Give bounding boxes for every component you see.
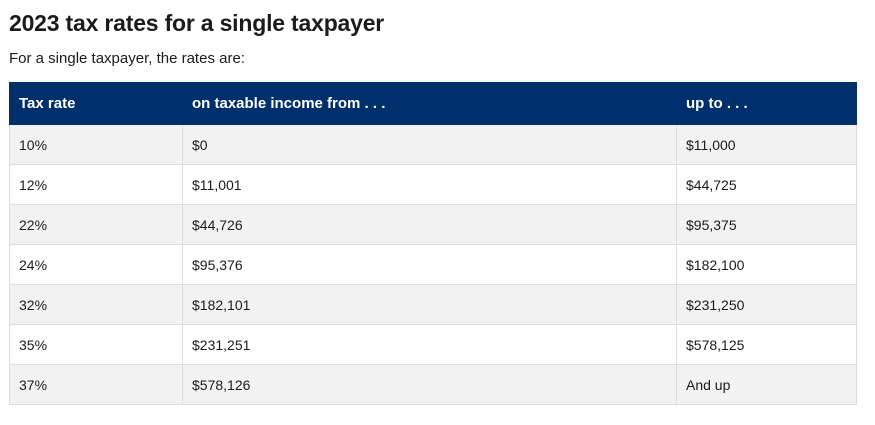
column-header-up-to: up to . . . <box>676 82 857 125</box>
income-from-cell: $11,001 <box>182 164 677 205</box>
table-body: 10% $0 $11,000 12% $11,001 $44,725 22% $… <box>9 124 857 405</box>
tax-rate-cell: 37% <box>9 364 183 405</box>
page-title: 2023 tax rates for a single taxpayer <box>9 10 385 36</box>
income-from-cell: $578,126 <box>182 364 677 405</box>
table-row: 10% $0 $11,000 <box>9 124 857 165</box>
tax-rate-cell: 10% <box>9 124 183 165</box>
table-row: 24% $95,376 $182,100 <box>9 244 857 285</box>
income-from-cell: $231,251 <box>182 324 677 365</box>
column-header-income-from: on taxable income from . . . <box>182 82 677 125</box>
income-from-cell: $0 <box>182 124 677 165</box>
tax-rates-table: Tax rate on taxable income from . . . up… <box>9 82 857 405</box>
income-from-cell: $44,726 <box>182 204 677 245</box>
table-row: 32% $182,101 $231,250 <box>9 284 857 325</box>
income-up-to-cell: And up <box>676 364 857 405</box>
tax-rate-cell: 12% <box>9 164 183 205</box>
income-from-cell: $95,376 <box>182 244 677 285</box>
intro-text: For a single taxpayer, the rates are: <box>9 50 245 67</box>
table-row: 37% $578,126 And up <box>9 364 857 405</box>
tax-rate-cell: 22% <box>9 204 183 245</box>
table-row: 35% $231,251 $578,125 <box>9 324 857 365</box>
tax-rate-cell: 35% <box>9 324 183 365</box>
income-up-to-cell: $44,725 <box>676 164 857 205</box>
tax-rate-cell: 24% <box>9 244 183 285</box>
income-up-to-cell: $182,100 <box>676 244 857 285</box>
income-up-to-cell: $231,250 <box>676 284 857 325</box>
table-row: 12% $11,001 $44,725 <box>9 164 857 205</box>
header-row: Tax rate on taxable income from . . . up… <box>9 82 857 125</box>
income-up-to-cell: $578,125 <box>676 324 857 365</box>
income-up-to-cell: $11,000 <box>676 124 857 165</box>
tax-rate-cell: 32% <box>9 284 183 325</box>
table-row: 22% $44,726 $95,375 <box>9 204 857 245</box>
income-up-to-cell: $95,375 <box>676 204 857 245</box>
column-header-tax-rate: Tax rate <box>9 82 183 125</box>
income-from-cell: $182,101 <box>182 284 677 325</box>
table-header: Tax rate on taxable income from . . . up… <box>9 82 857 125</box>
